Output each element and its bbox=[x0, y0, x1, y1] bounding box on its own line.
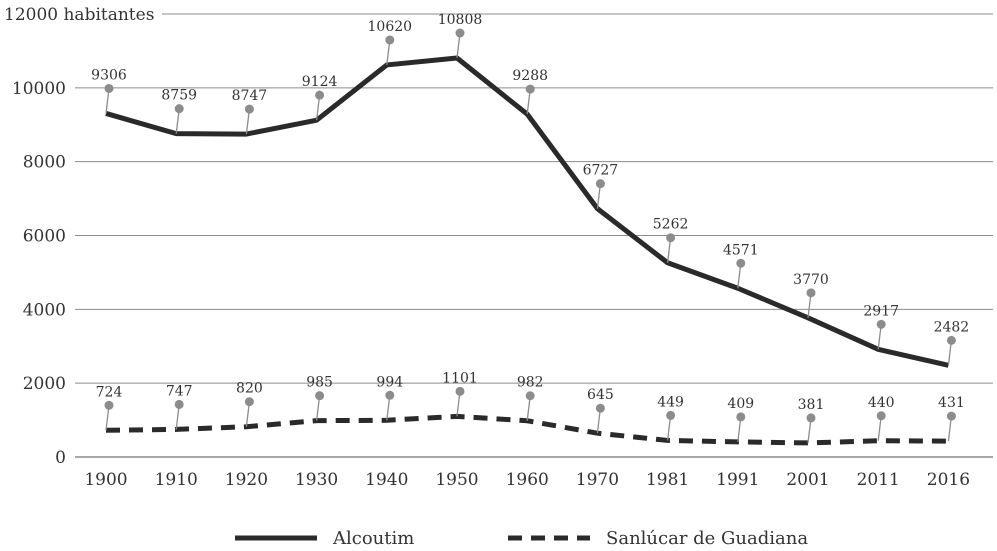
x-tick-label: 1900 bbox=[84, 470, 127, 490]
x-tick-label: 1910 bbox=[155, 470, 198, 490]
y-tick-label: 12000 habitantes bbox=[4, 5, 154, 25]
data-label: 9306 bbox=[91, 67, 127, 83]
data-label-marker bbox=[876, 411, 886, 421]
x-tick-label: 1991 bbox=[716, 470, 759, 490]
x-tick-label: 2016 bbox=[927, 470, 970, 490]
data-label: 10620 bbox=[368, 19, 413, 35]
y-axis-tick-labels: 0 2000 4000 6000 8000 10000 12000 habitantes bbox=[4, 5, 154, 468]
y-tick-label: 4000 bbox=[23, 300, 66, 320]
x-tick-label: 2001 bbox=[786, 470, 829, 490]
data-label-marker bbox=[455, 28, 465, 38]
data-label: 982 bbox=[517, 375, 544, 391]
data-label-marker bbox=[315, 391, 325, 401]
data-label: 440 bbox=[868, 395, 895, 411]
x-tick-label: 1940 bbox=[365, 470, 408, 490]
data-label: 409 bbox=[727, 396, 754, 412]
legend: Alcoutim Sanlúcar de Guadiana bbox=[235, 528, 808, 549]
data-label-marker bbox=[525, 391, 535, 401]
data-label: 2482 bbox=[934, 319, 970, 335]
y-tick-label: 8000 bbox=[23, 153, 66, 173]
y-tick-label: 10000 bbox=[12, 79, 66, 99]
y-tick-label: 0 bbox=[55, 448, 66, 468]
data-label-marker bbox=[174, 399, 184, 409]
data-label: 4571 bbox=[723, 242, 759, 258]
x-tick-label: 2011 bbox=[857, 470, 900, 490]
data-label-marker bbox=[806, 413, 816, 423]
data-label-marker bbox=[595, 179, 605, 189]
data-label: 6727 bbox=[583, 163, 619, 179]
data-label-marker bbox=[385, 390, 395, 400]
data-label-marker bbox=[946, 335, 956, 345]
data-label-marker bbox=[666, 233, 676, 243]
data-label: 381 bbox=[798, 397, 825, 413]
data-label-marker bbox=[736, 258, 746, 268]
data-label-marker bbox=[876, 319, 886, 329]
data-labels: 9306 8759 8747 9124 10620 10808 9288 6727 5262 45… bbox=[91, 12, 970, 444]
data-label: 985 bbox=[306, 375, 333, 391]
x-tick-label: 1970 bbox=[576, 470, 619, 490]
data-label-marker bbox=[806, 288, 816, 298]
data-label-marker bbox=[525, 84, 535, 94]
x-tick-label: 1930 bbox=[295, 470, 338, 490]
data-label: 8747 bbox=[232, 88, 268, 104]
data-label: 994 bbox=[376, 374, 403, 390]
data-label-marker bbox=[455, 386, 465, 396]
data-label: 820 bbox=[236, 381, 263, 397]
data-label-marker bbox=[315, 90, 325, 100]
data-label: 724 bbox=[96, 384, 123, 400]
data-label-marker bbox=[666, 410, 676, 420]
data-label-marker bbox=[736, 412, 746, 422]
data-label-marker bbox=[174, 104, 184, 114]
data-label: 1101 bbox=[442, 370, 478, 386]
data-label: 645 bbox=[587, 387, 614, 403]
legend-label-sanlucar: Sanlúcar de Guadiana bbox=[606, 528, 808, 549]
data-label: 9288 bbox=[512, 68, 548, 84]
data-label-marker bbox=[104, 400, 114, 410]
data-label: 10808 bbox=[438, 12, 483, 28]
x-tick-label: 1981 bbox=[646, 470, 689, 490]
x-axis-tick-labels: 1900 1910 1920 1930 1940 1950 1960 1970 1981 1991… bbox=[84, 470, 970, 490]
data-label-marker bbox=[244, 397, 254, 407]
data-label: 431 bbox=[938, 395, 965, 411]
data-label: 9124 bbox=[302, 74, 338, 90]
series-line-alcoutim bbox=[105, 55, 949, 368]
data-label: 449 bbox=[657, 394, 684, 410]
legend-label-alcoutim: Alcoutim bbox=[332, 528, 414, 549]
x-tick-label: 1950 bbox=[435, 470, 478, 490]
data-label-marker bbox=[946, 411, 956, 421]
data-label-marker bbox=[595, 403, 605, 413]
y-tick-label: 6000 bbox=[23, 227, 66, 247]
data-label: 8759 bbox=[161, 88, 197, 104]
data-label: 2917 bbox=[863, 303, 899, 319]
y-tick-label: 2000 bbox=[23, 374, 66, 394]
x-tick-label: 1960 bbox=[506, 470, 549, 490]
data-label: 747 bbox=[166, 383, 193, 399]
x-tick-label: 1920 bbox=[225, 470, 268, 490]
data-label: 3770 bbox=[793, 272, 829, 288]
data-label-marker bbox=[104, 83, 114, 93]
data-label-marker bbox=[385, 35, 395, 45]
data-label-marker bbox=[244, 104, 254, 114]
data-label: 5262 bbox=[653, 217, 689, 233]
